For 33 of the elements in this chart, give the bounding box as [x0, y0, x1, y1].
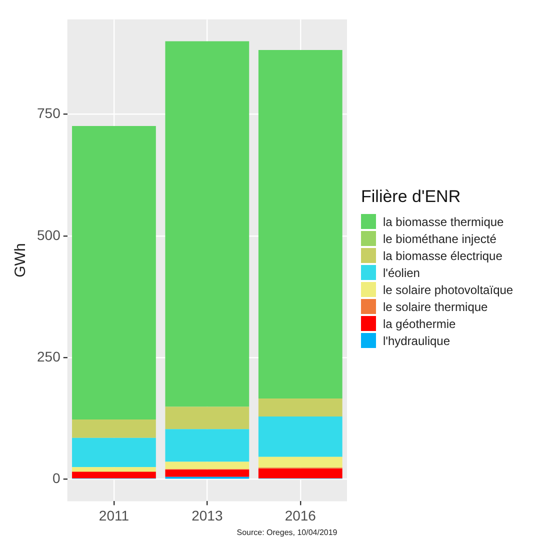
legend-label: la géothermie	[383, 316, 456, 330]
y-tick-label: 250	[37, 348, 61, 364]
legend-label: le solaire photovoltaïque	[383, 282, 514, 296]
bar	[165, 429, 250, 462]
legend-label: le biométhane injecté	[383, 232, 496, 246]
bar	[165, 406, 250, 430]
bar	[72, 419, 156, 438]
y-tick-label: 500	[37, 226, 61, 243]
legend-label: la biomasse thermique	[383, 214, 504, 228]
bar	[72, 467, 156, 472]
bar	[72, 438, 156, 468]
legend-title: Filière d'ENR	[361, 187, 462, 207]
bar	[165, 470, 250, 477]
x-tick-label: 2011	[98, 507, 130, 524]
source-note: Source: Oreges, 10/04/2019	[236, 528, 338, 537]
y-tick-label: 0	[52, 470, 61, 486]
y-tick-label: 750	[37, 105, 61, 122]
legend-label: la biomasse électrique	[383, 248, 502, 262]
bar	[258, 50, 342, 399]
bar	[258, 416, 342, 457]
bar	[258, 456, 342, 468]
bar	[258, 398, 342, 417]
bar	[258, 468, 342, 478]
legend-label: l'éolien	[383, 266, 420, 280]
y-axis-title: GWh	[12, 243, 30, 278]
legend-label: le solaire thermique	[383, 300, 488, 314]
x-tick-label: 2013	[192, 507, 223, 524]
legend-label: l'hydraulique	[383, 334, 450, 348]
bar	[72, 126, 156, 420]
x-tick-label: 2016	[284, 507, 316, 524]
bar	[165, 41, 250, 407]
bar	[165, 462, 250, 470]
bar	[72, 472, 156, 478]
